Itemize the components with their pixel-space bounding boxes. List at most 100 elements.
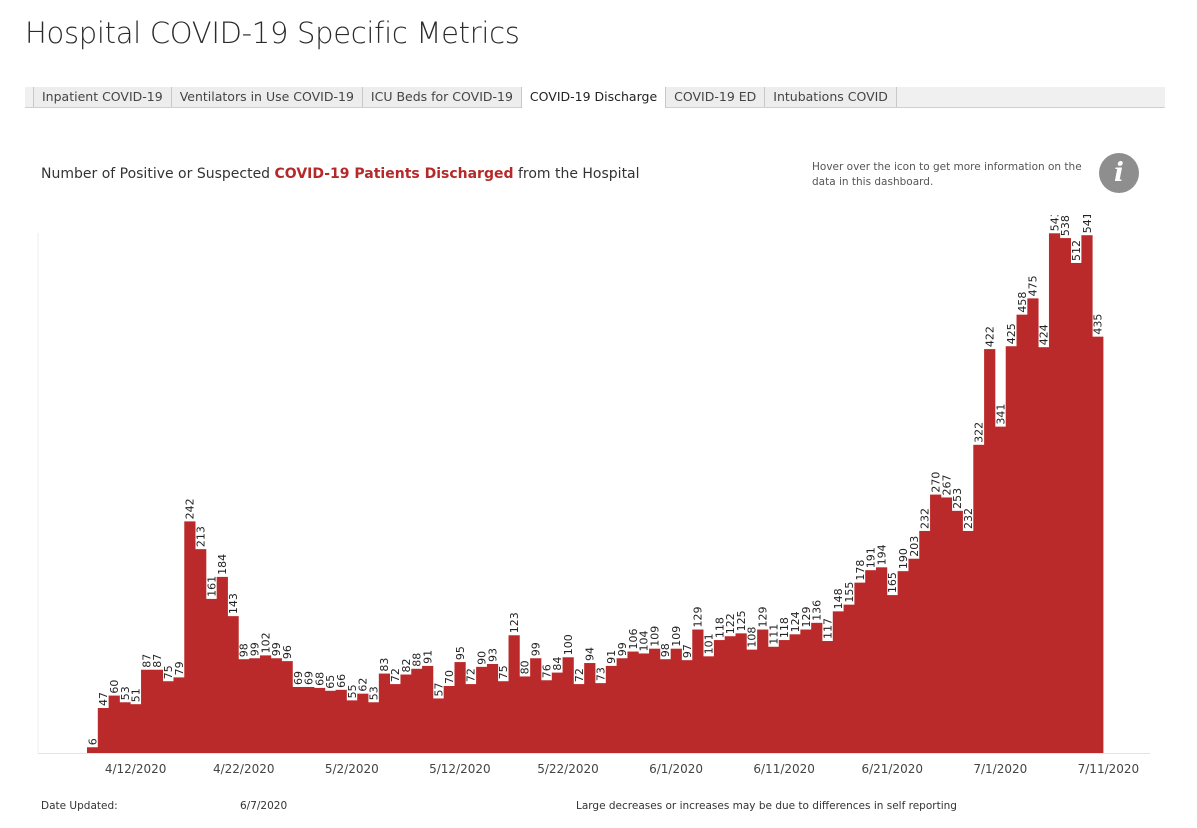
bar[interactable] <box>119 702 131 753</box>
bar[interactable] <box>162 681 174 753</box>
tab-icu-beds[interactable]: ICU Beds for COVID-19 <box>361 87 521 107</box>
bar[interactable] <box>281 661 293 753</box>
bar[interactable] <box>811 622 823 753</box>
bar[interactable] <box>238 659 250 753</box>
bar[interactable] <box>821 641 834 753</box>
bar[interactable] <box>1092 336 1104 753</box>
tab-covid-ed[interactable]: COVID-19 ED <box>665 87 765 107</box>
bar[interactable] <box>313 687 326 753</box>
bar[interactable] <box>984 349 996 753</box>
bar[interactable] <box>497 681 509 753</box>
bar[interactable] <box>735 633 747 753</box>
bar[interactable] <box>638 653 650 753</box>
bar[interactable] <box>605 665 618 753</box>
bar[interactable] <box>713 640 726 753</box>
bar[interactable] <box>378 673 391 753</box>
bar[interactable] <box>800 629 812 753</box>
bar[interactable] <box>530 658 542 753</box>
bar[interactable] <box>227 616 239 753</box>
bar[interactable] <box>562 657 574 753</box>
bar[interactable] <box>616 658 628 753</box>
bar[interactable] <box>335 689 347 753</box>
bar[interactable] <box>400 674 412 753</box>
bar[interactable] <box>411 668 423 753</box>
bar[interactable] <box>519 676 531 753</box>
bar[interactable] <box>876 567 888 753</box>
bar[interactable] <box>919 530 931 753</box>
bar[interactable] <box>854 582 866 753</box>
bar[interactable] <box>994 426 1007 753</box>
bar[interactable] <box>346 700 358 753</box>
bar[interactable] <box>249 658 261 753</box>
bar[interactable] <box>627 651 639 753</box>
bar[interactable] <box>173 677 185 753</box>
bar[interactable] <box>940 497 953 753</box>
bar[interactable] <box>422 665 434 753</box>
tab-covid-discharge[interactable]: COVID-19 Discharge <box>520 87 666 108</box>
bar[interactable] <box>1081 235 1093 754</box>
bar[interactable] <box>259 655 272 753</box>
bar[interactable] <box>141 669 153 753</box>
bar[interactable] <box>1070 262 1082 753</box>
bar[interactable] <box>108 695 120 753</box>
bar[interactable] <box>767 646 780 753</box>
tab-intubations[interactable]: Intubations COVID <box>764 87 897 107</box>
bar[interactable] <box>324 690 336 753</box>
bar[interactable] <box>97 708 110 753</box>
bar[interactable] <box>595 683 607 753</box>
tab-inpatient-covid[interactable]: Inpatient COVID-19 <box>33 87 171 107</box>
bar[interactable] <box>216 576 228 753</box>
bar[interactable] <box>368 702 380 753</box>
bar[interactable] <box>205 598 218 753</box>
bar[interactable] <box>1027 298 1039 753</box>
bar[interactable] <box>659 659 672 753</box>
info-icon[interactable]: i <box>1099 153 1139 193</box>
bar[interactable] <box>1038 347 1050 753</box>
bar[interactable] <box>357 693 369 753</box>
bar[interactable] <box>670 648 682 753</box>
bar[interactable] <box>303 686 315 753</box>
bar[interactable] <box>454 662 466 753</box>
bar[interactable] <box>130 704 142 753</box>
bar[interactable] <box>1005 346 1017 753</box>
bar[interactable] <box>832 611 844 753</box>
bar[interactable] <box>87 747 99 753</box>
bar[interactable] <box>508 635 520 753</box>
bar[interactable] <box>184 521 196 753</box>
bar[interactable] <box>476 666 488 753</box>
bar[interactable] <box>432 698 445 753</box>
bar[interactable] <box>1059 238 1071 753</box>
bar[interactable] <box>443 686 455 753</box>
bar[interactable] <box>692 629 704 753</box>
bar[interactable] <box>973 444 985 753</box>
bar[interactable] <box>843 604 855 753</box>
bar[interactable] <box>1016 314 1028 753</box>
bar[interactable] <box>757 629 769 753</box>
bar[interactable] <box>951 510 963 753</box>
bar[interactable] <box>1048 233 1061 753</box>
bar[interactable] <box>908 558 920 753</box>
bar[interactable] <box>573 684 585 753</box>
bar[interactable] <box>778 640 790 753</box>
bar[interactable] <box>703 656 715 753</box>
bar[interactable] <box>195 549 207 753</box>
bar[interactable] <box>292 686 304 753</box>
bar[interactable] <box>389 684 401 753</box>
bar[interactable] <box>886 595 899 753</box>
bar[interactable] <box>962 530 974 753</box>
bar[interactable] <box>897 571 909 753</box>
bar[interactable] <box>270 658 282 753</box>
tab-ventilators-in-use[interactable]: Ventilators in Use COVID-19 <box>170 87 362 107</box>
bar[interactable] <box>551 672 563 753</box>
bar[interactable] <box>465 684 477 753</box>
bar[interactable] <box>540 680 553 753</box>
bar[interactable] <box>724 636 736 753</box>
bar[interactable] <box>649 648 661 753</box>
bar[interactable] <box>584 663 596 753</box>
bar[interactable] <box>151 669 164 753</box>
bar[interactable] <box>681 660 693 753</box>
bar[interactable] <box>930 494 942 753</box>
bar[interactable] <box>746 649 758 753</box>
bar[interactable] <box>865 570 877 753</box>
bar[interactable] <box>486 663 499 753</box>
